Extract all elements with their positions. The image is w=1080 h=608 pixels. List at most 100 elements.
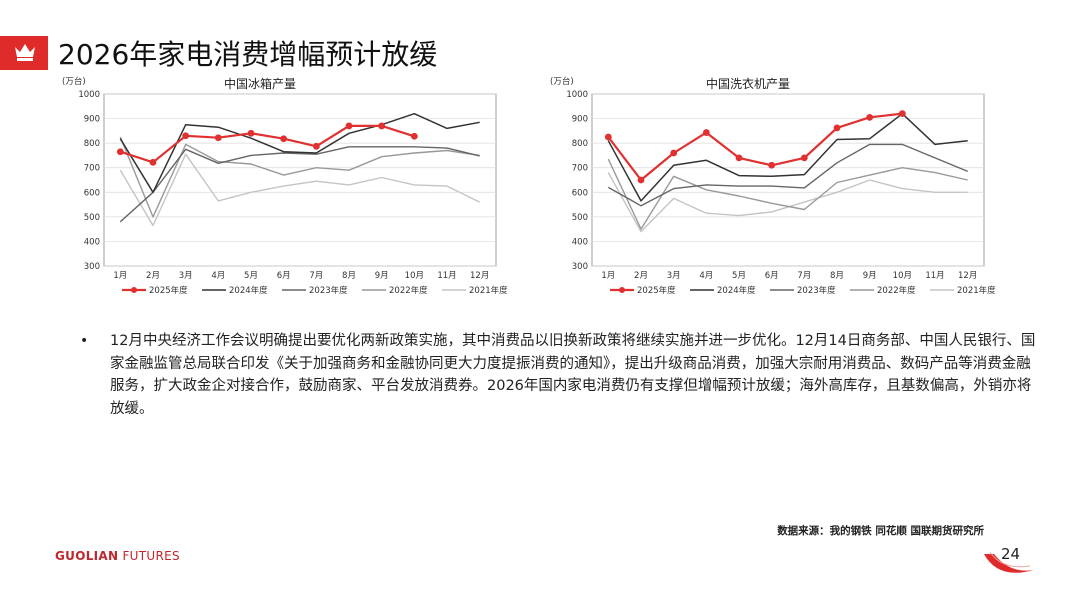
title-accent-bar	[0, 36, 48, 70]
washer-x-tick-label: 12月	[958, 271, 977, 281]
fridge-x-tick-label: 4月	[211, 271, 225, 281]
fridge-series-line	[119, 112, 480, 194]
fridge-y-tick-label: 300	[84, 262, 100, 272]
washer-data-point	[866, 113, 874, 121]
fridge-data-point	[345, 122, 353, 130]
fridge-data-point	[149, 158, 157, 166]
washer-series-line	[607, 143, 968, 207]
washer-y-tick-label: 800	[572, 139, 588, 149]
fridge-y-tick-label: 400	[84, 237, 100, 247]
washer-legend-label: 2022年度	[877, 285, 916, 296]
washer-x-tick-label: 10月	[893, 271, 912, 281]
washer-plot-frame	[591, 93, 985, 267]
washer-production-chart: 中国洗衣机产量 (万台) 300 400 500 600 700 800 900 1000 1月 2月…	[550, 76, 996, 296]
fridge-series-line	[119, 124, 415, 164]
bullet-icon: •	[80, 333, 89, 349]
fridge-data-point	[410, 132, 418, 140]
washer-y-tick-label: 500	[572, 213, 588, 223]
fridge-data-point	[214, 134, 222, 142]
crown-icon	[15, 44, 35, 61]
fridge-data-point	[312, 142, 320, 150]
fridge-legend-label: 2023年度	[309, 285, 348, 296]
washer-data-point	[702, 129, 710, 136]
fridge-x-tick-label: 9月	[375, 271, 389, 281]
fridge-legend-label: 2021年度	[469, 285, 508, 296]
washer-y-tick-label: 400	[572, 237, 588, 247]
washer-y-tick-label: 900	[572, 115, 588, 125]
swoosh-decoration	[984, 551, 1034, 573]
fridge-x-tick-label: 5月	[244, 271, 258, 281]
washer-data-point	[670, 149, 678, 157]
summary-bullet: • 12月中央经济工作会议明确提出要优化两新政策实施，其中消费品以旧换新政策将继…	[80, 330, 1040, 420]
washer-data-point	[637, 176, 645, 184]
fridge-y-axis-unit: (万台)	[62, 76, 86, 87]
washer-data-point	[604, 133, 612, 141]
washer-x-tick-label: 11月	[925, 271, 944, 281]
washer-data-point	[735, 154, 743, 162]
fridge-y-tick-label: 1000	[78, 90, 100, 100]
fridge-production-chart: 中国冰箱产量 (万台) 300 400 500 600 700 800 900 1000 1月 2月 3…	[62, 76, 508, 296]
page-number: 24	[1001, 545, 1021, 563]
washer-legend-label: 2025年度	[637, 285, 676, 296]
brand-logo: GUOLIAN FUTURES	[55, 549, 180, 563]
fridge-data-point	[247, 129, 255, 137]
washer-x-tick-label: 9月	[863, 271, 877, 281]
fridge-x-tick-label: 3月	[179, 271, 193, 281]
fridge-x-tick-label: 6月	[277, 271, 291, 281]
washer-legend-label: 2024年度	[717, 285, 756, 296]
fridge-y-tick-label: 800	[84, 139, 100, 149]
washer-series-line	[607, 112, 903, 182]
fridge-data-point	[182, 132, 190, 140]
washer-data-point	[800, 154, 808, 162]
washer-legend-label: 2021年度	[957, 285, 996, 296]
washer-x-tick-label: 2月	[634, 271, 648, 281]
fridge-data-point	[378, 122, 386, 130]
fridge-legend-label: 2024年度	[229, 285, 268, 296]
washer-y-tick-label: 700	[572, 164, 588, 174]
fridge-legend-label: 2022年度	[389, 285, 428, 296]
washer-data-point	[898, 110, 906, 118]
washer-x-tick-label: 4月	[699, 271, 713, 281]
washer-x-tick-label: 7月	[797, 271, 811, 281]
washer-legend-label: 2023年度	[797, 285, 836, 296]
fridge-x-tick-label: 2月	[146, 271, 160, 281]
fridge-legend-marker	[131, 287, 137, 293]
fridge-y-tick-label: 900	[84, 115, 100, 125]
fridge-x-tick-label: 8月	[342, 271, 356, 281]
washer-x-tick-label: 3月	[667, 271, 681, 281]
washer-series-line	[607, 112, 968, 202]
washer-x-tick-label: 5月	[732, 271, 746, 281]
fridge-series-line	[119, 146, 480, 223]
washer-x-tick-label: 1月	[601, 271, 615, 281]
washer-series-line	[607, 172, 968, 233]
washer-legend-marker	[619, 287, 625, 293]
fridge-legend-label: 2025年度	[149, 285, 188, 296]
brand-name-a: GUOLIAN	[55, 549, 119, 563]
washer-x-tick-label: 8月	[830, 271, 844, 281]
washer-y-tick-label: 1000	[566, 90, 588, 100]
washer-series-line	[607, 158, 968, 230]
brand-name-b: FUTURES	[118, 549, 180, 563]
page-title: 2026年家电消费增幅预计放缓	[58, 38, 438, 71]
fridge-y-tick-label: 700	[84, 164, 100, 174]
washer-data-point	[833, 124, 841, 132]
fridge-x-tick-label: 7月	[309, 271, 323, 281]
washer-chart-title: 中国洗衣机产量	[706, 76, 790, 91]
fridge-x-tick-label: 12月	[470, 271, 489, 281]
fridge-y-tick-label: 500	[84, 213, 100, 223]
washer-data-point	[768, 161, 776, 169]
fridge-data-point	[280, 135, 288, 143]
fridge-x-tick-label: 10月	[405, 271, 424, 281]
summary-text: 12月中央经济工作会议明确提出要优化两新政策实施，其中消费品以旧换新政策将继续实…	[110, 333, 1036, 417]
fridge-x-tick-label: 1月	[113, 271, 127, 281]
fridge-chart-title: 中国冰箱产量	[224, 76, 296, 91]
washer-y-axis-unit: (万台)	[550, 76, 574, 87]
washer-y-tick-label: 300	[572, 262, 588, 272]
fridge-data-point	[116, 148, 124, 156]
data-source: 数据来源：我的钢铁 同花顺 国联期货研究所	[777, 525, 984, 537]
fridge-x-tick-label: 11月	[437, 271, 456, 281]
fridge-series-line	[119, 153, 481, 227]
washer-x-tick-label: 6月	[765, 271, 779, 281]
fridge-y-tick-label: 600	[84, 188, 100, 198]
washer-y-tick-label: 600	[572, 188, 588, 198]
